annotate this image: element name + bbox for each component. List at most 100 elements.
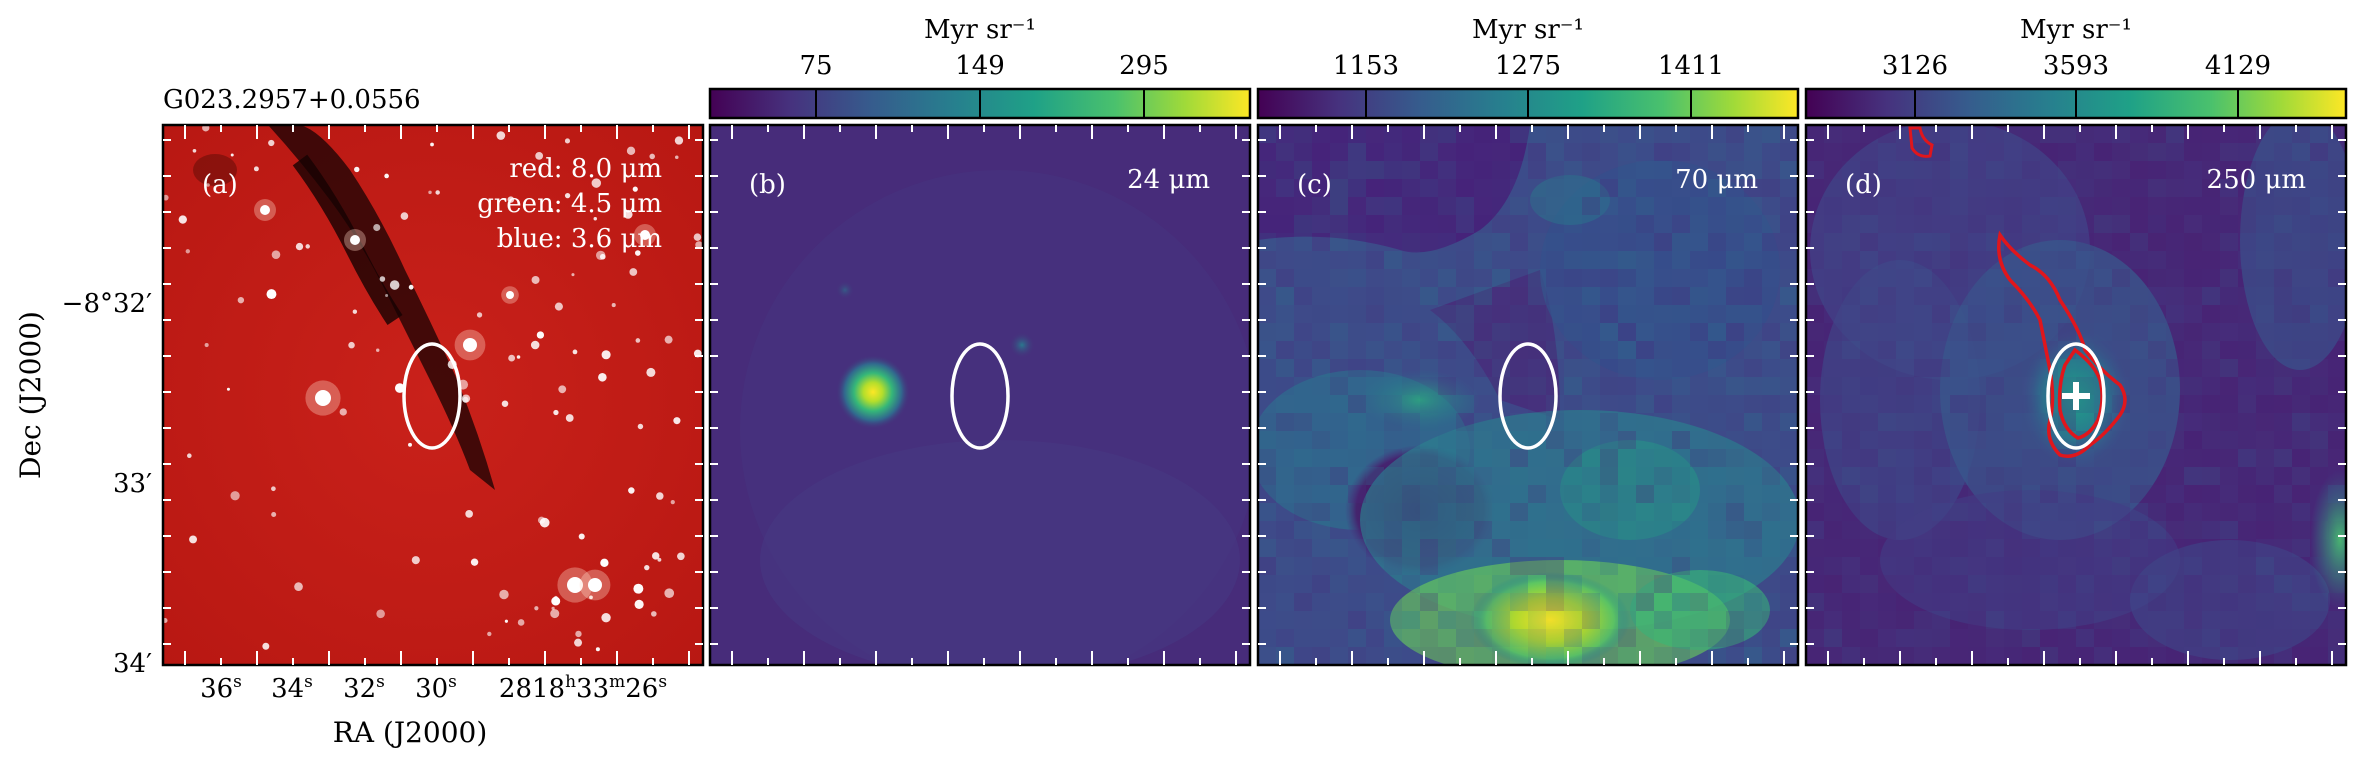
pixel [1824,215,1842,233]
pixel [1762,431,1780,449]
pixel [1618,377,1636,395]
pixel [2004,413,2022,431]
pixel [1636,611,1654,629]
pixel [1636,305,1654,323]
pixel [1366,269,1384,287]
pixel [2256,197,2274,215]
pixel [1824,503,1842,521]
pixel [1636,647,1654,665]
pixel [1366,539,1384,557]
pixel [1726,341,1744,359]
pixel [1914,359,1932,377]
source-name: G023.2957+0.0556 [163,85,421,115]
pixel [2238,647,2256,665]
pixel [1564,521,1582,539]
pixel [1582,485,1600,503]
pixel [2292,215,2310,233]
pixel [1806,629,1824,647]
pixel [1636,467,1654,485]
pixel [1528,125,1546,143]
pixel [2076,251,2094,269]
pixel [1744,161,1762,179]
pixel [2310,125,2328,143]
pixel [2094,287,2112,305]
pixel [1294,503,1312,521]
pixel [1950,395,1968,413]
pixel [1456,431,1474,449]
pixel [2328,359,2346,377]
pixel [2328,395,2346,413]
pixel [1618,161,1636,179]
pixel [1510,287,1528,305]
pixel [2292,557,2310,575]
pixel [2094,269,2112,287]
pixel [1474,611,1492,629]
pixel [2040,521,2058,539]
pixel [1402,557,1420,575]
pixel [1294,395,1312,413]
pixel [1860,179,1878,197]
pixel [1950,287,1968,305]
pixel [1824,233,1842,251]
pixel [2238,305,2256,323]
pixel [1456,647,1474,665]
pixel [1366,557,1384,575]
pixel [1842,323,1860,341]
pixel [2238,323,2256,341]
pixel [1258,575,1276,593]
pixel [2166,161,2184,179]
pixel [2166,593,2184,611]
pixel [1762,287,1780,305]
pixel [1438,467,1456,485]
pixel [1744,377,1762,395]
pixel [1986,359,2004,377]
pixel [1312,467,1330,485]
pixel [2112,269,2130,287]
pixel [2274,359,2292,377]
pixel [1672,395,1690,413]
pixel [2328,377,2346,395]
pixel [2256,629,2274,647]
pixel [1968,287,1986,305]
pixel [1348,341,1366,359]
pixel [1842,377,1860,395]
pixel [1950,161,1968,179]
pixel [2274,341,2292,359]
pixel [2148,125,2166,143]
pixel [1294,341,1312,359]
pixel [1842,521,1860,539]
pixel [1348,143,1366,161]
pixel [1528,251,1546,269]
pixel [2148,323,2166,341]
pixel [2094,341,2112,359]
pixel [1528,629,1546,647]
pixel [1258,323,1276,341]
pixel [1636,629,1654,647]
pixel [1654,323,1672,341]
pixel [1618,269,1636,287]
pixel [1824,179,1842,197]
pixel [1636,485,1654,503]
pixel [1474,431,1492,449]
pixel [2040,305,2058,323]
pixel [1600,269,1618,287]
pixel [1950,341,1968,359]
pixel [1618,359,1636,377]
pixel [1366,611,1384,629]
pixel [1968,233,1986,251]
pixel [1690,197,1708,215]
pixel [2184,359,2202,377]
pixel [2328,197,2346,215]
pixel [1708,539,1726,557]
pixel [1528,431,1546,449]
pixel [2022,431,2040,449]
pixel [1726,503,1744,521]
pixel [1842,395,1860,413]
panel-b [710,125,1250,665]
pixel [1402,485,1420,503]
pixel [1896,305,1914,323]
pixel [2058,269,2076,287]
star [202,125,210,132]
pixel [2202,377,2220,395]
pixel [2274,503,2292,521]
